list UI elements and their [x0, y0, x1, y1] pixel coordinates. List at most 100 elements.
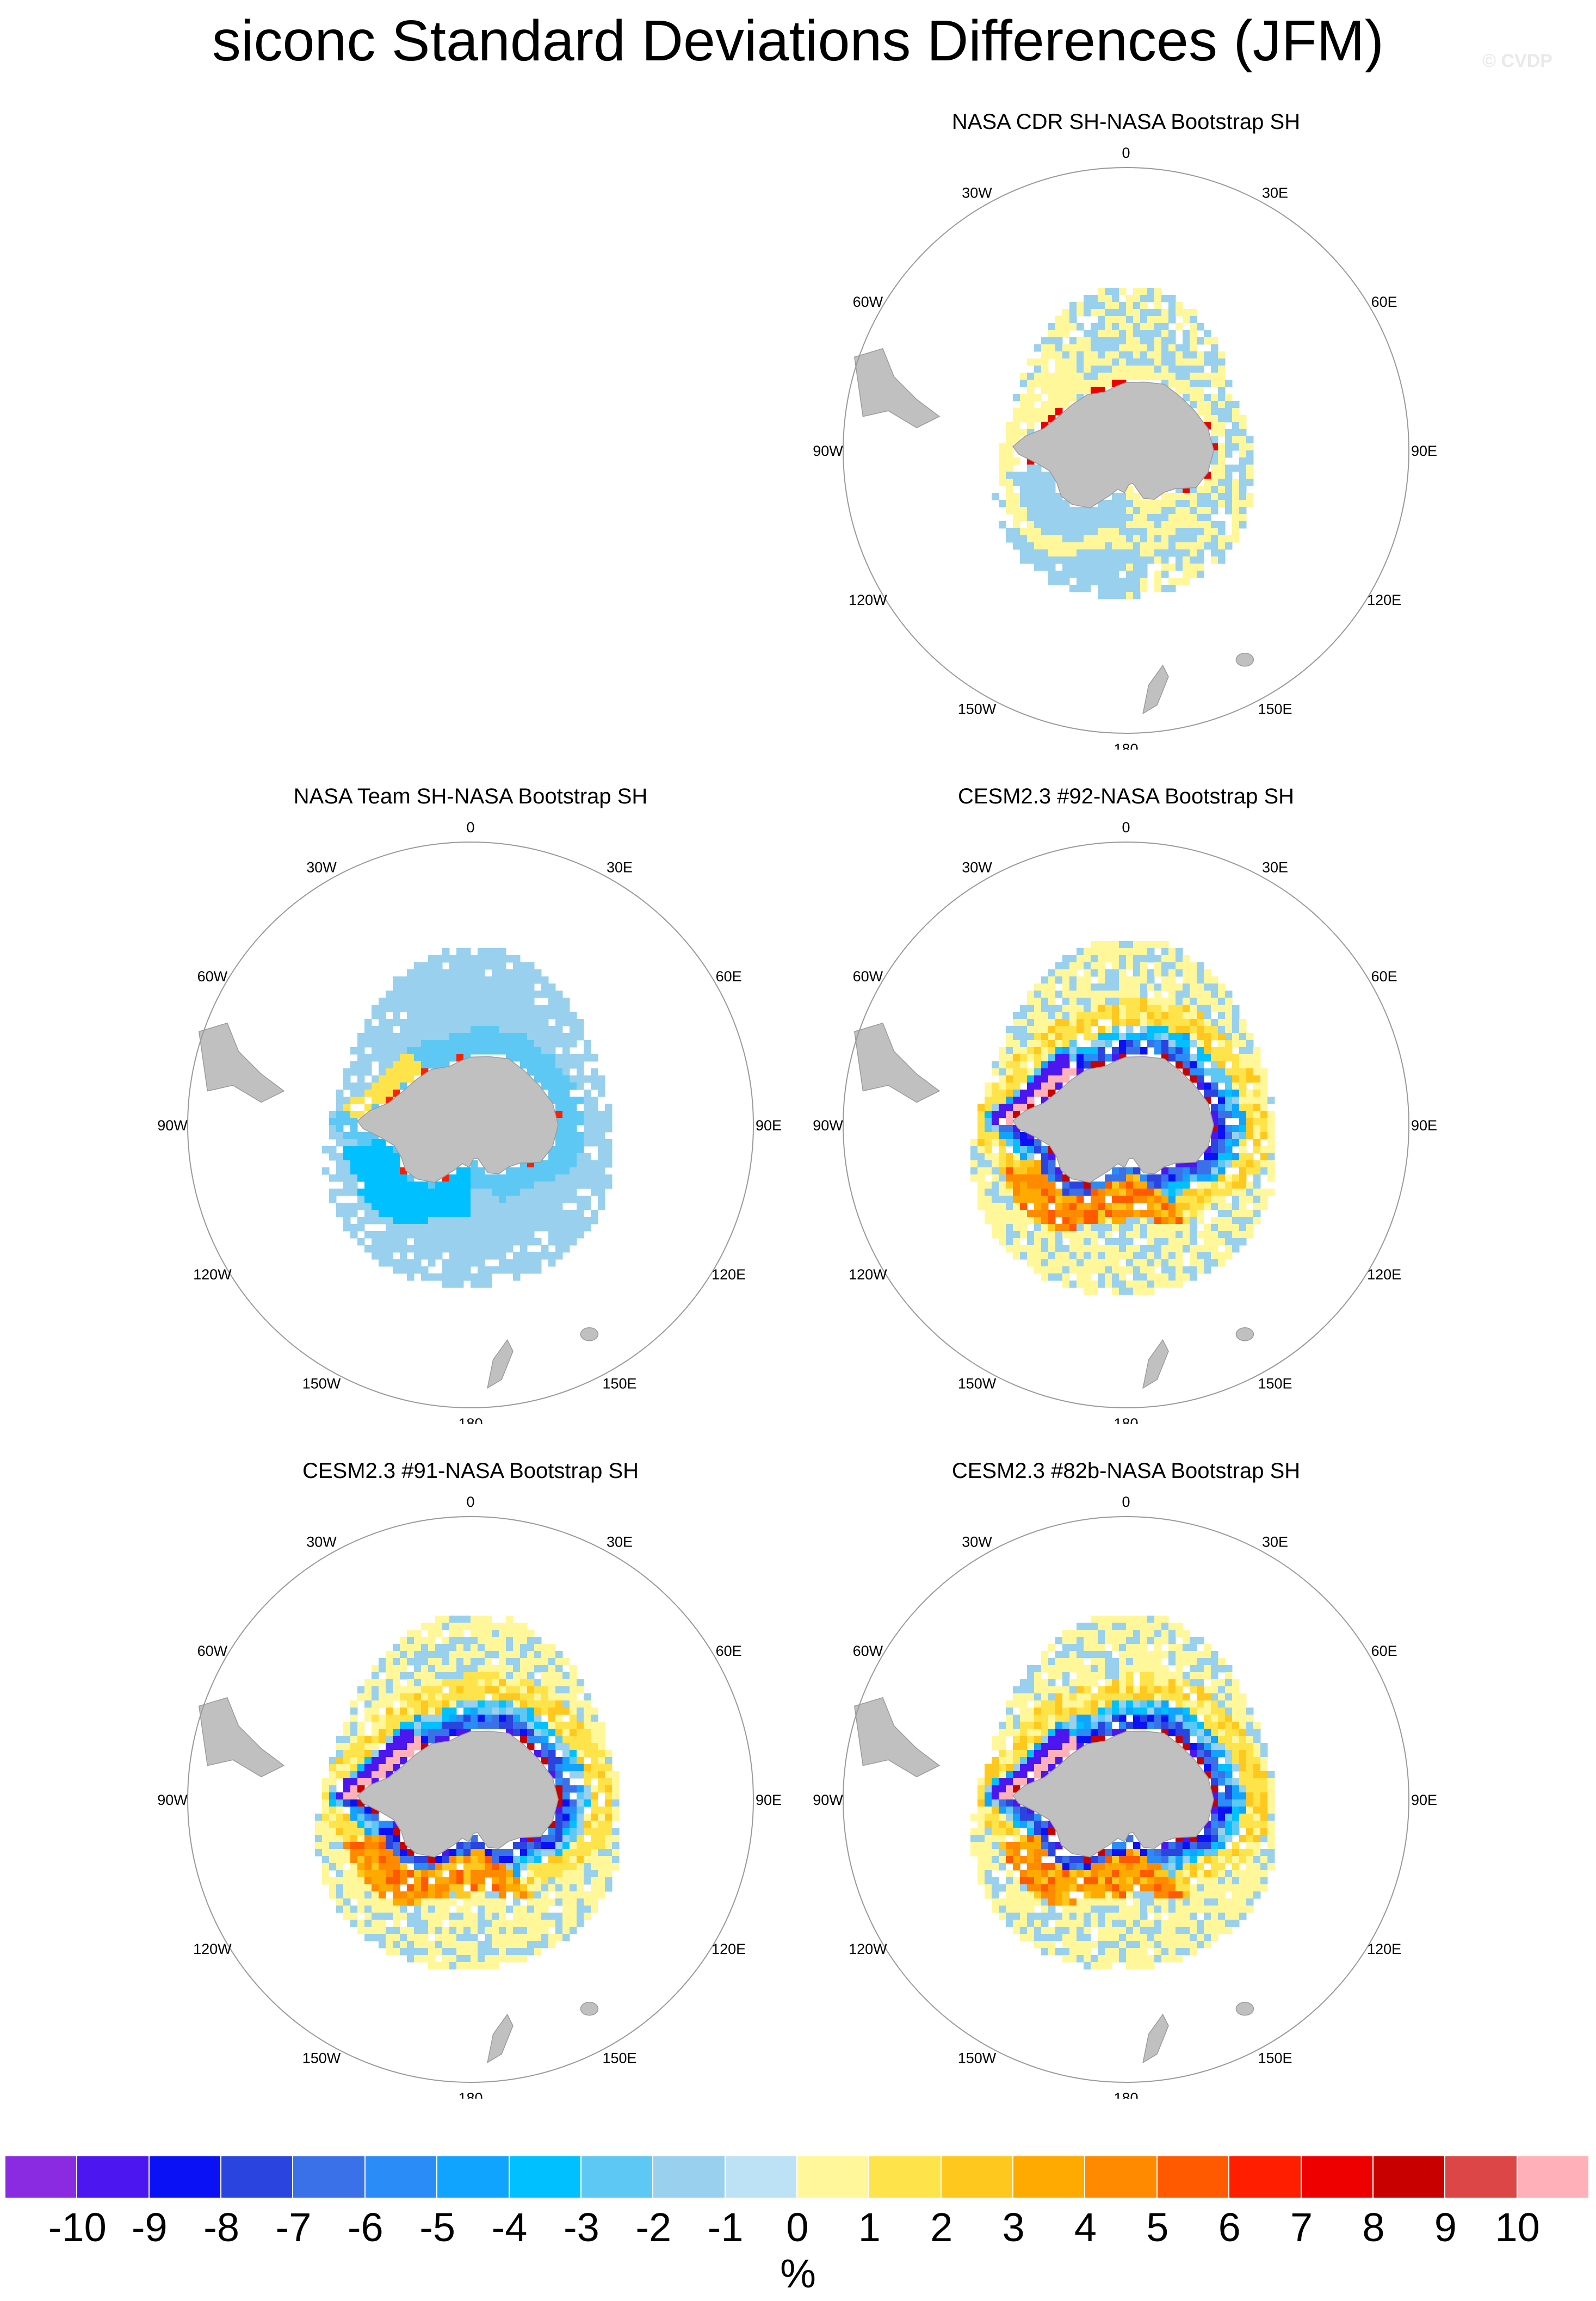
longitude-label: 30E	[1262, 859, 1288, 875]
longitude-label: 120E	[712, 1266, 746, 1283]
map-boundary-circle	[843, 842, 1409, 1408]
south-america-landmass	[853, 1697, 941, 1778]
colorbar-tick-label: -7	[275, 2205, 312, 2250]
colorbar-swatch	[1373, 2156, 1446, 2198]
antarctica-landmass	[1012, 381, 1214, 509]
colorbar-tick-label: -6	[347, 2205, 383, 2250]
colorbar-swatch	[293, 2156, 366, 2198]
cvdp-watermark: © CVDP	[1482, 51, 1552, 71]
longitude-label: 30W	[306, 859, 337, 875]
longitude-label: 180	[1114, 741, 1138, 750]
colorbar-swatch	[437, 2156, 510, 2198]
longitude-label: 150E	[602, 1376, 636, 1392]
longitude-label: 180	[458, 1415, 482, 1424]
longitude-label: 60W	[853, 968, 883, 985]
longitude-label: 30E	[1262, 1533, 1288, 1550]
ice-anomaly-field	[970, 1616, 1275, 1970]
longitude-label: 60W	[197, 1643, 228, 1659]
longitude-label: 150E	[1258, 2050, 1292, 2067]
colorbar-swatch	[1517, 2156, 1589, 2198]
longitude-label: 90W	[813, 443, 843, 459]
new-zealand-landmass	[1142, 664, 1169, 715]
longitude-label: 150E	[1258, 701, 1292, 717]
ice-anomaly-field	[322, 948, 613, 1288]
new-zealand-landmass	[487, 1339, 514, 1389]
longitude-label: 120W	[193, 1941, 232, 1957]
longitude-label: 90E	[1411, 443, 1437, 459]
map-panel-cesm92: CESM2.3 #92-NASA Bootstrap SH 0 30E 60E 90E…	[772, 783, 1480, 1425]
map-panel-team: NASA Team SH-NASA Bootstrap SH 0 30E 60E 90…	[117, 783, 824, 1425]
colorbar-swatch	[509, 2156, 582, 2198]
colorbar-swatch	[77, 2156, 150, 2198]
longitude-label: 120W	[849, 1941, 887, 1957]
colorbar-swatch	[869, 2156, 942, 2198]
polar-map: 0 30E 60E 90E 120E 150E 180 150W 120W 90W 60W 30W	[157, 1494, 782, 2099]
longitude-label: 120E	[1367, 592, 1401, 608]
colorbar-tick-label: 1	[858, 2205, 881, 2250]
ice-anomaly-field	[315, 1616, 620, 1970]
longitude-label: 30W	[962, 859, 992, 875]
south-america-landmass	[853, 1022, 941, 1103]
longitude-label: 0	[466, 819, 474, 836]
colorbar-tick-label: 8	[1362, 2205, 1385, 2250]
colorbar-tick-label: -9	[131, 2205, 168, 2250]
longitude-label: 60E	[716, 968, 742, 985]
longitude-label: 60W	[197, 968, 228, 985]
map-panel-cdr: NASA CDR SH-NASA Bootstrap SH 0 30E 60E 90E…	[772, 109, 1480, 751]
longitude-label: 0	[466, 1494, 474, 1510]
longitude-label: 150W	[302, 1376, 341, 1392]
longitude-label: 150W	[958, 2050, 997, 2067]
colorbar-swatch	[797, 2156, 870, 2198]
longitude-label: 90W	[813, 1792, 843, 1808]
longitude-label: 90E	[1411, 1117, 1437, 1134]
panel-title: CESM2.3 #92-NASA Bootstrap SH	[957, 784, 1295, 808]
colorbar-swatch	[1013, 2156, 1086, 2198]
longitude-label: 180	[458, 2090, 482, 2099]
antarctica-landmass	[1012, 1730, 1214, 1858]
polar-map: 0 30E 60E 90E 120E 150E 180 150W 120W 90W 60W 30W	[813, 819, 1437, 1424]
colorbar-tick-label: 9	[1434, 2205, 1457, 2250]
south-america-landmass	[198, 1022, 285, 1103]
tasmania-landmass	[580, 2002, 599, 2016]
colorbar-tick-label: 4	[1074, 2205, 1097, 2250]
colorbar-swatch	[1085, 2156, 1158, 2198]
longitude-label: 120E	[1367, 1941, 1401, 1957]
polar-map: 0 30E 60E 90E 120E 150E 180 150W 120W 90W 60W 30W	[813, 145, 1437, 750]
map-panel-cesm82b: CESM2.3 #82b-NASA Bootstrap SH 0 30E 60E 90…	[772, 1458, 1480, 2100]
longitude-label: 150W	[302, 2050, 341, 2067]
colorbar-swatch	[221, 2156, 294, 2198]
longitude-label: 150W	[958, 701, 997, 717]
longitude-label: 60E	[716, 1643, 742, 1659]
colorbar-swatch	[725, 2156, 797, 2198]
colorbar-swatch	[1229, 2156, 1302, 2198]
colorbar-tick-label: -4	[491, 2205, 528, 2250]
longitude-label: 120W	[849, 1266, 887, 1283]
colorbar-swatch	[941, 2156, 1014, 2198]
colorbar-unit: %	[780, 2251, 816, 2296]
longitude-label: 60E	[1371, 294, 1397, 310]
longitude-label: 60W	[853, 294, 883, 310]
longitude-label: 30W	[962, 184, 992, 201]
polar-map: 0 30E 60E 90E 120E 150E 180 150W 120W 90W 60W 30W	[157, 819, 782, 1424]
map-boundary-circle	[843, 1516, 1409, 2083]
longitude-label: 150E	[1258, 1376, 1292, 1392]
new-zealand-landmass	[1142, 2013, 1169, 2064]
longitude-label: 90E	[756, 1792, 782, 1808]
colorbar-swatch	[5, 2156, 78, 2198]
antarctica-landmass	[1012, 1056, 1214, 1183]
longitude-label: 30E	[607, 859, 633, 875]
colorbar-tick-label: 10	[1495, 2205, 1540, 2250]
longitude-label: 90E	[1411, 1792, 1437, 1808]
map-boundary-circle	[187, 1516, 754, 2083]
new-zealand-landmass	[487, 2013, 514, 2064]
longitude-label: 0	[1122, 819, 1130, 836]
colorbar-tick-label: 2	[930, 2205, 953, 2250]
longitude-label: 60E	[1371, 968, 1397, 985]
map-boundary-circle	[843, 167, 1409, 734]
longitude-label: 150W	[958, 1376, 997, 1392]
figure-title: siconc Standard Deviations Differences (…	[212, 9, 1384, 73]
tasmania-landmass	[1235, 2002, 1254, 2016]
colorbar-swatch	[365, 2156, 438, 2198]
colorbar-tick-label: 6	[1218, 2205, 1241, 2250]
polar-map: 0 30E 60E 90E 120E 150E 180 150W 120W 90W 60W 30W	[813, 1494, 1437, 2099]
